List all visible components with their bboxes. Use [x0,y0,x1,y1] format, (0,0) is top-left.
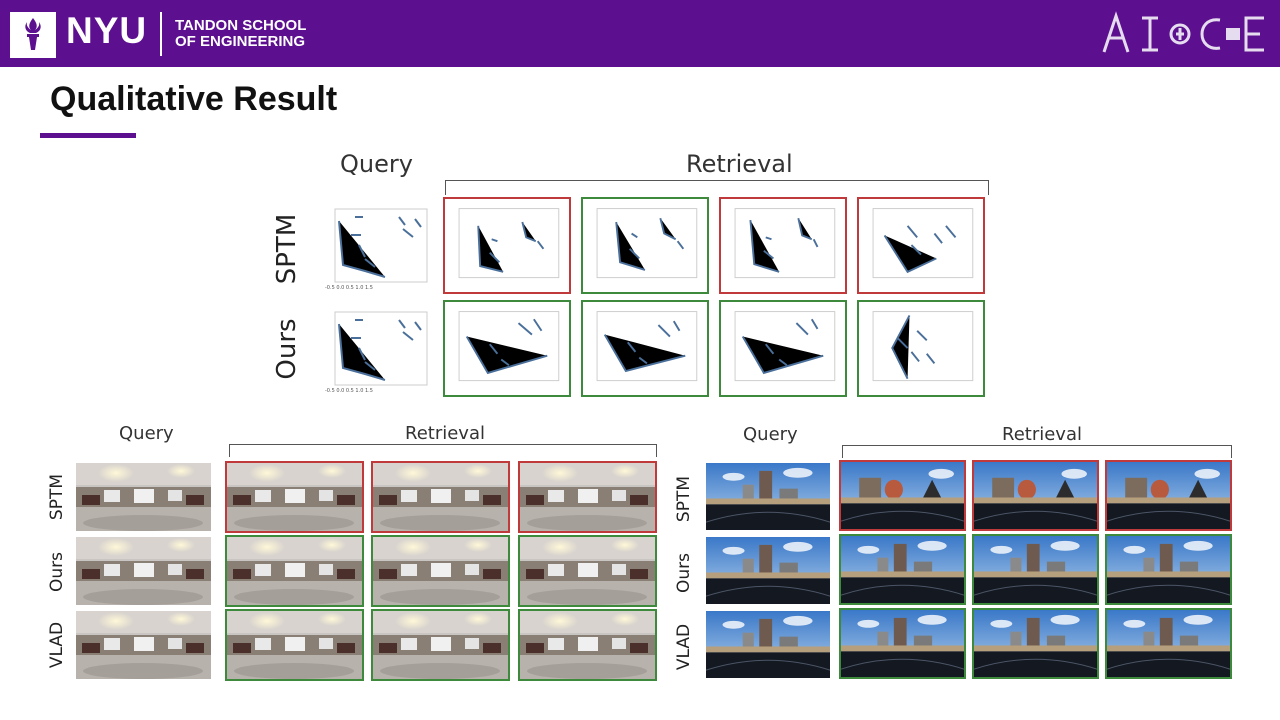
outdoor-retrieval-panorama [1105,608,1232,679]
top-retrieval-plot [581,300,709,397]
indoor-retrieval-panorama [371,609,510,681]
top-retrieval-plot [719,197,847,294]
top-retrieval-plot [581,197,709,294]
indoor-retrieval-panorama [371,535,510,607]
ai4ce-logo [1098,10,1270,58]
svg-text:-0.5 0.0 0.5 1.0 1.5: -0.5 0.0 0.5 1.0 1.5 [325,388,373,394]
outdoor-retrieval-panorama [972,608,1099,679]
indoor-retrieval-panorama [518,609,657,681]
indoor-retrieval-panorama [225,609,364,681]
top-row-label-sptm: SPTM [272,213,302,285]
top-query-label: Query [340,150,413,178]
top-retrieval-plot [857,300,985,397]
outdoor-row-label-vlad: VLAD [674,623,694,671]
header-bar: NYU TANDON SCHOOL OF ENGINEERING [0,0,1280,67]
top-query-plot: -0.5 0.0 0.5 1.0 1.5 [305,300,433,397]
indoor-row-label-vlad: VLAD [47,621,67,669]
school-name-line2: OF ENGINEERING [175,33,306,50]
indoor-query-panorama [76,611,211,679]
indoor-retrieval-label: Retrieval [405,423,485,444]
outdoor-retrieval-panorama [839,460,966,531]
outdoor-row-label-ours: Ours [674,553,694,594]
indoor-retrieval-panorama [225,461,364,533]
indoor-retrieval-panorama [518,461,657,533]
indoor-query-panorama [76,537,211,605]
nyu-wordmark: NYU [66,10,148,51]
top-retrieval-label: Retrieval [686,150,793,178]
outdoor-row-label-sptm: SPTM [674,475,694,523]
top-retrieval-bracket [445,180,989,195]
outdoor-retrieval-panorama [839,534,966,605]
svg-text:-0.5 0.0 0.5 1.0 1.5: -0.5 0.0 0.5 1.0 1.5 [325,285,373,291]
top-query-plot: -0.5 0.0 0.5 1.0 1.5 [305,197,433,294]
outdoor-retrieval-label: Retrieval [1002,424,1082,445]
indoor-retrieval-panorama [371,461,510,533]
outdoor-retrieval-panorama [1105,534,1232,605]
indoor-retrieval-panorama [518,535,657,607]
title-underline [40,133,136,138]
outdoor-retrieval-panorama [972,534,1099,605]
outdoor-retrieval-panorama [1105,460,1232,531]
header-divider [160,12,162,56]
top-retrieval-plot [443,300,571,397]
outdoor-query-panorama [706,537,830,604]
outdoor-retrieval-panorama [972,460,1099,531]
indoor-query-panorama [76,463,211,531]
slide-title: Qualitative Result [50,80,338,118]
school-name-line1: TANDON SCHOOL [175,17,307,34]
top-row-label-ours: Ours [272,318,302,380]
indoor-row-label-sptm: SPTM [47,473,67,521]
indoor-row-label-ours: Ours [47,552,67,593]
indoor-retrieval-panorama [225,535,364,607]
outdoor-query-panorama [706,611,830,678]
nyu-torch-logo [10,12,56,58]
outdoor-retrieval-bracket [842,445,1232,458]
outdoor-retrieval-panorama [839,608,966,679]
outdoor-query-panorama [706,463,830,530]
top-retrieval-plot [719,300,847,397]
indoor-retrieval-bracket [229,444,657,457]
top-retrieval-plot [443,197,571,294]
outdoor-query-label: Query [743,424,798,445]
top-retrieval-plot [857,197,985,294]
school-name: TANDON SCHOOL OF ENGINEERING [175,18,306,50]
indoor-query-label: Query [119,423,174,444]
